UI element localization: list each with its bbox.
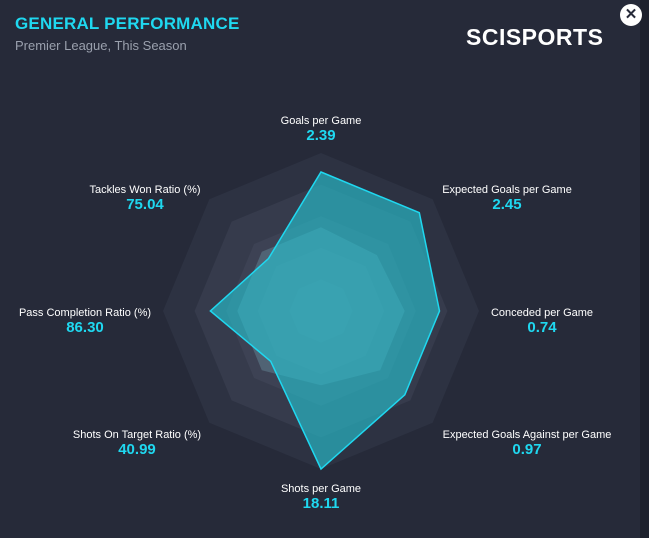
axis-value-2: 2.45 bbox=[492, 196, 521, 213]
axis-label-8: Tackles Won Ratio (%) bbox=[89, 184, 200, 196]
axis-label-1: Goals per Game bbox=[281, 115, 362, 127]
axis-value-5: 18.11 bbox=[303, 495, 340, 512]
axis-value-1: 2.39 bbox=[306, 127, 335, 144]
axis-label-4: Expected Goals Against per Game bbox=[443, 429, 612, 441]
axis-label-5: Shots per Game bbox=[281, 483, 361, 495]
axis-value-7: 86.30 bbox=[66, 319, 104, 336]
close-icon[interactable]: ✕ bbox=[620, 4, 642, 26]
axis-value-4: 0.97 bbox=[512, 441, 541, 458]
axis-label-6: Shots On Target Ratio (%) bbox=[73, 429, 201, 441]
axis-value-8: 75.04 bbox=[126, 196, 164, 213]
chart-title: GENERAL PERFORMANCE bbox=[15, 14, 240, 33]
chart-subtitle: Premier League, This Season bbox=[15, 38, 187, 53]
axis-label-3: Conceded per Game bbox=[491, 307, 593, 319]
axis-label-2: Expected Goals per Game bbox=[442, 184, 572, 196]
axis-value-6: 40.99 bbox=[118, 441, 156, 458]
axis-label-7: Pass Completion Ratio (%) bbox=[19, 307, 151, 319]
radar-series-area bbox=[209, 171, 441, 471]
panel-edge bbox=[640, 0, 649, 538]
scisports-logo: SCISPORTS bbox=[466, 24, 604, 50]
axis-value-3: 0.74 bbox=[527, 319, 557, 336]
